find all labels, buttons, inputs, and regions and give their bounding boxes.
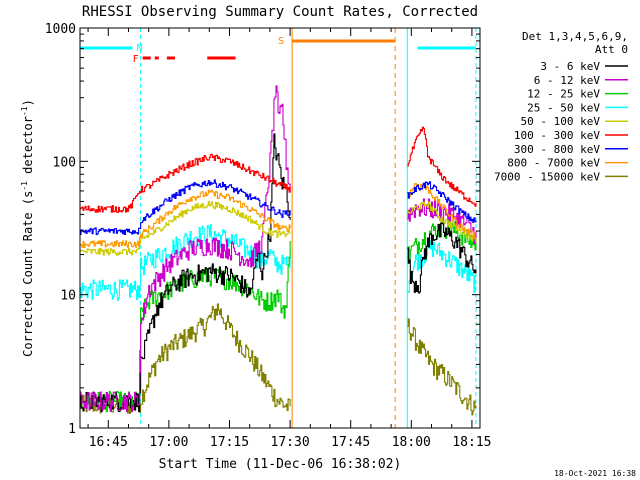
y-axis-label-main: Corrected Count Rate (s [21, 191, 35, 357]
series-layer [80, 85, 477, 416]
legend-label: 800 - 7000 keV [507, 157, 600, 170]
legend-header-line-1: Det 1,3,4,5,6,9, [522, 30, 628, 43]
series-line-25-50-kev-part2 [407, 238, 477, 294]
x-axis: 16:45 17:00 17:15 17:30 17:45 18:00 18:15 [87, 28, 491, 450]
flare-label: F [133, 54, 139, 65]
y-axis-label-end: ) [21, 99, 35, 106]
series-line-300-800-kev-part2 [407, 181, 477, 223]
legend-label: 3 - 6 keV [540, 60, 600, 73]
legend-label: 7000 - 15000 keV [494, 170, 600, 183]
legend-label: 6 - 12 keV [534, 74, 601, 87]
x-tick-label: 18:00 [392, 435, 431, 450]
legend-header-line-2: Att 0 [595, 43, 628, 56]
legend-label: 25 - 50 keV [527, 101, 600, 114]
y-axis-label: Corrected Count Rate (s-1 detector-1) [20, 99, 35, 357]
x-tick-label: 17:30 [271, 435, 310, 450]
y-tick-label: 100 [53, 155, 76, 170]
series-line-3-6-kev-part1 [80, 133, 291, 413]
series-line-50-100-kev-part1 [80, 201, 291, 256]
series-line-800-7000-kev-part1 [80, 189, 291, 248]
series-line-7000-15000-kev-part1 [80, 303, 291, 414]
legend-label: 12 - 25 keV [527, 88, 600, 101]
x-tick-label: 18:15 [452, 435, 491, 450]
saa-label: S [278, 36, 284, 47]
series-line-300-800-kev-part1 [80, 179, 291, 236]
legend-label: 100 - 300 keV [514, 129, 600, 142]
y-tick-label: 1 [68, 422, 76, 437]
y-axis-label-sup2: -1 [20, 106, 29, 116]
y-axis-label-sup1: -1 [20, 181, 29, 191]
series-line-6-12-kev-part1 [80, 85, 291, 413]
series-line-7000-15000-kev-part2 [407, 318, 477, 416]
series-line-3-6-kev-part2 [407, 222, 477, 294]
chart-title: RHESSI Observing Summary Count Rates, Co… [82, 4, 478, 20]
plot-frame [79, 27, 481, 429]
legend-label: 50 - 100 keV [521, 115, 601, 128]
x-tick-label: 17:00 [149, 435, 188, 450]
night-label: N [137, 43, 143, 54]
series-line-100-300-kev-part2 [407, 126, 477, 207]
x-axis-label: Start Time (11-Dec-06 16:38:02) [159, 457, 402, 472]
footer-timestamp: 18-Oct-2021 16:38 [554, 469, 636, 478]
y-tick-label: 1000 [45, 22, 76, 37]
y-tick-label: 10 [60, 289, 76, 304]
y-axis: 1 10 100 1000 [45, 22, 480, 437]
y-axis-label-mid: detector [21, 116, 35, 181]
x-tick-label: 17:15 [210, 435, 249, 450]
legend-label: 300 - 800 keV [514, 143, 600, 156]
x-tick-label: 16:45 [89, 435, 128, 450]
series-line-50-100-kev-part2 [407, 201, 477, 243]
series-line-100-300-kev-part1 [80, 153, 291, 213]
x-tick-label: 17:45 [331, 435, 370, 450]
